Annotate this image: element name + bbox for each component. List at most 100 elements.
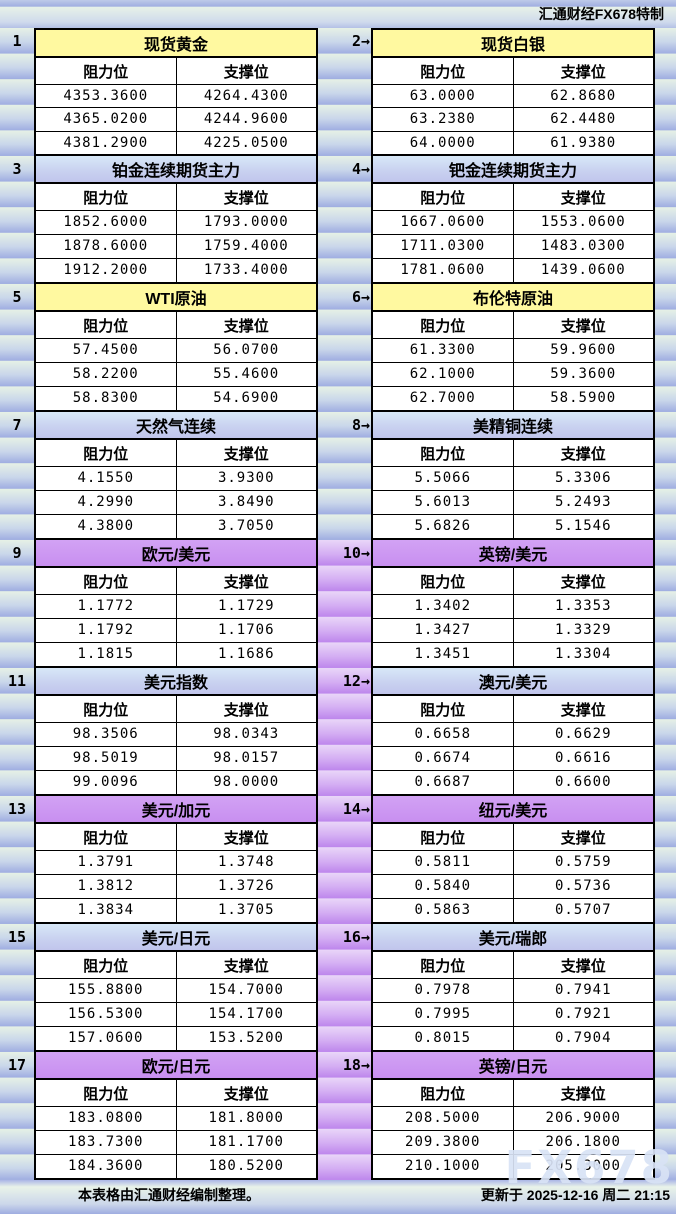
support-value: 181.8000 [175,1106,318,1131]
panel-title: 欧元/日元 [34,1050,318,1080]
resistance-value: 58.8300 [34,385,177,412]
right-panel: 布伦特原油 阻力位 支撑位 61.3300 59.9600 62.1000 59… [371,282,655,412]
resistance-value: 1.1772 [34,594,177,619]
right-index-label: 14→ [342,800,370,818]
gutter-cell: 8→ [318,412,371,540]
right-edge-strip [655,156,676,284]
right-edge-strip [655,1052,676,1180]
support-value: 1.3329 [512,617,655,643]
panel-title: 铂金连续期货主力 [34,154,318,184]
resistance-value: 155.8800 [34,978,177,1003]
panel-table: 英镑/日元 阻力位 支撑位 208.5000 206.9000 209.3800… [371,1050,655,1180]
right-index-label: 12→ [342,672,370,690]
gutter-cell: 2→ [318,28,371,156]
support-header: 支撑位 [512,950,655,979]
panel-title: 现货白银 [371,28,655,58]
left-index-label: 1 [12,32,22,50]
support-header: 支撑位 [175,438,318,467]
support-value: 1.3726 [175,873,318,899]
left-index-cell: 3 [0,156,34,284]
resistance-value: 1667.0600 [371,210,514,235]
support-value: 1.1706 [175,617,318,643]
resistance-value: 64.0000 [371,130,514,156]
support-value: 1.1686 [175,641,318,668]
support-header: 支撑位 [512,56,655,85]
support-header: 支撑位 [512,438,655,467]
support-value: 0.7904 [512,1025,655,1052]
left-index-label: 7 [12,416,22,434]
support-value: 1.3748 [175,850,318,875]
resistance-value: 1.3812 [34,873,177,899]
support-value: 55.4600 [175,361,318,387]
support-value: 0.7921 [512,1001,655,1027]
left-index-cell: 5 [0,284,34,412]
resistance-value: 98.3506 [34,722,177,747]
support-value: 62.8680 [512,83,655,109]
support-header: 支撑位 [175,822,318,851]
gutter-cell: 12→ [318,668,371,796]
support-value: 1.1729 [175,594,318,619]
resistance-header: 阻力位 [34,822,177,851]
panel-table: 现货白银 阻力位 支撑位 63.0000 62.8680 63.2380 62.… [371,28,655,156]
support-header: 支撑位 [175,56,318,85]
section-row: 13 美元/加元 阻力位 支撑位 1.3791 1.3748 1.3812 1.… [0,794,676,924]
right-edge-strip [655,284,676,412]
support-value: 4264.4300 [175,83,318,109]
right-edge-strip [655,796,676,924]
support-value: 59.9600 [512,338,655,363]
panel-title: 现货黄金 [34,28,318,58]
support-header: 支撑位 [175,694,318,723]
panel-title: 美元/加元 [34,794,318,824]
support-value: 4225.0500 [175,130,318,156]
support-value: 3.8490 [175,489,318,515]
panel-title: 布伦特原油 [371,282,655,312]
support-header: 支撑位 [512,310,655,339]
resistance-header: 阻力位 [371,1078,514,1107]
resistance-value: 58.2200 [34,361,177,387]
panel-title: 美精铜连续 [371,410,655,440]
support-value: 59.3600 [512,361,655,387]
resistance-value: 183.7300 [34,1129,177,1155]
support-value: 62.4480 [512,107,655,132]
panel-table: 澳元/美元 阻力位 支撑位 0.6658 0.6629 0.6674 0.661… [371,666,655,796]
section-row: 3 铂金连续期货主力 阻力位 支撑位 1852.6000 1793.0000 1… [0,154,676,284]
resistance-header: 阻力位 [371,182,514,211]
resistance-value: 4.3800 [34,513,177,540]
support-value: 98.0343 [175,722,318,747]
support-header: 支撑位 [512,566,655,595]
panel-table: 美精铜连续 阻力位 支撑位 5.5066 5.3306 5.6013 5.249… [371,410,655,540]
resistance-value: 0.5840 [371,873,514,899]
support-value: 0.6629 [512,722,655,747]
support-header: 支撑位 [175,566,318,595]
resistance-header: 阻力位 [371,56,514,85]
panel-table: 美元/瑞郎 阻力位 支撑位 0.7978 0.7941 0.7995 0.792… [371,922,655,1052]
resistance-value: 0.7995 [371,1001,514,1027]
right-index-label: 16→ [342,928,370,946]
support-value: 0.6616 [512,745,655,771]
support-header: 支撑位 [175,310,318,339]
resistance-header: 阻力位 [371,566,514,595]
resistance-value: 1781.0600 [371,257,514,284]
resistance-value: 5.6826 [371,513,514,540]
support-value: 1759.4000 [175,233,318,259]
right-edge-strip [655,924,676,1052]
resistance-value: 0.6674 [371,745,514,771]
support-value: 54.6900 [175,385,318,412]
section-row: 5 WTI原油 阻力位 支撑位 57.4500 56.0700 58.2200 … [0,282,676,412]
left-index-label: 17 [7,1056,27,1074]
support-value: 61.9380 [512,130,655,156]
panel-title: 英镑/美元 [371,538,655,568]
resistance-value: 61.3300 [371,338,514,363]
support-value: 5.3306 [512,466,655,491]
support-value: 0.6600 [512,769,655,796]
resistance-value: 4.2990 [34,489,177,515]
panel-table: 美元/加元 阻力位 支撑位 1.3791 1.3748 1.3812 1.372… [34,794,318,924]
right-panel: 钯金连续期货主力 阻力位 支撑位 1667.0600 1553.0600 171… [371,154,655,284]
right-panel: 现货白银 阻力位 支撑位 63.0000 62.8680 63.2380 62.… [371,28,655,156]
support-value: 5.1546 [512,513,655,540]
support-header: 支撑位 [512,1078,655,1107]
gutter-cell: 4→ [318,156,371,284]
resistance-header: 阻力位 [371,438,514,467]
panel-table: 英镑/美元 阻力位 支撑位 1.3402 1.3353 1.3427 1.332… [371,538,655,668]
